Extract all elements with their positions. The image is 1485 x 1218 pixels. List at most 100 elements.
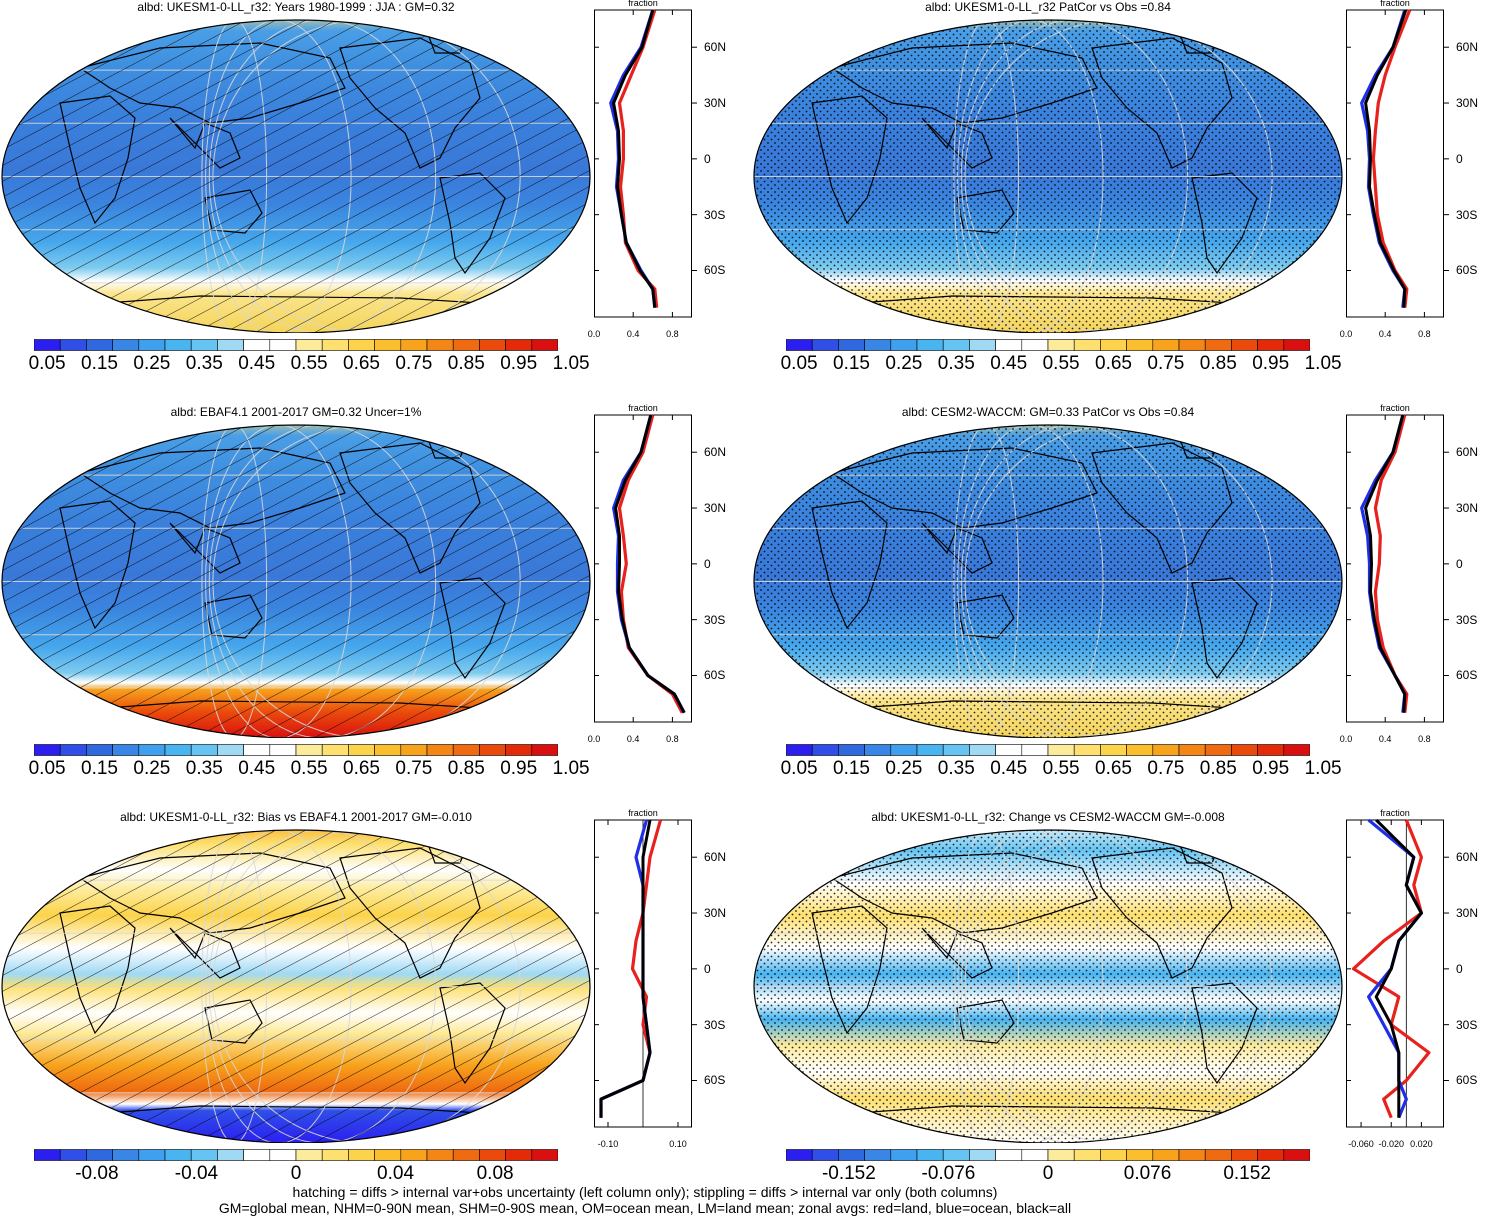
colorbar-swatch <box>995 744 1023 756</box>
panel-p2: albd: UKESM1-0-LL_r32 PatCor vs Obs =0.8… <box>752 0 1485 395</box>
colorbar-swatch <box>811 1149 839 1161</box>
lat-label: 30S <box>704 207 726 222</box>
lat-label: 30N <box>1456 906 1479 921</box>
colorbar-swatch <box>321 1149 349 1161</box>
zonal-mean-plot: fraction <box>1346 403 1449 723</box>
zonal-frame <box>594 414 692 723</box>
colorbar-label: 0.076 <box>1123 1163 1172 1184</box>
zonal-line-ocean <box>1360 414 1407 713</box>
colorbar-swatch <box>164 339 192 351</box>
colorbar-label: 0.75 <box>395 758 433 779</box>
colorbar-label: 0.05 <box>28 758 66 779</box>
lat-label: 60S <box>704 668 726 683</box>
colorbar-swatch <box>426 1149 454 1161</box>
colorbar-swatch <box>1021 339 1049 351</box>
colorbar-label: 0.35 <box>937 353 975 374</box>
colorbar-swatch <box>1126 339 1154 351</box>
colorbar <box>34 744 558 756</box>
panel-title: albd: EBAF4.1 2001-2017 GM=0.32 Uncer=1% <box>170 405 422 419</box>
colorbar-label: 0.85 <box>447 353 485 374</box>
colorbar-swatch <box>1152 1149 1180 1161</box>
zonal-frame <box>1346 414 1444 723</box>
zonal-x-tick-label: 0.0 <box>1339 734 1353 744</box>
colorbar-swatch <box>400 744 428 756</box>
zonal-header: fraction <box>1380 0 1410 8</box>
zonal-x-tick-label: 0.8 <box>1418 734 1431 744</box>
colorbar-swatch <box>479 744 506 756</box>
zonal-header: fraction <box>628 0 658 8</box>
colorbar-swatch <box>890 339 918 351</box>
lat-label: 60S <box>1456 263 1478 278</box>
colorbar-label: 0.55 <box>290 353 328 374</box>
colorbar-label: 0.45 <box>990 353 1028 374</box>
zonal-line-ocean <box>1360 9 1407 308</box>
panel-title: albd: UKESM1-0-LL_r32: Years 1980-1999 :… <box>137 0 455 14</box>
colorbar-swatch <box>811 339 839 351</box>
zonal-x-ticks: 0.0 0.4 0.8 <box>588 329 692 341</box>
world-map <box>1 19 591 333</box>
colorbar-label: 0.85 <box>1199 353 1237 374</box>
zonal-mean-plot: fraction <box>594 0 697 318</box>
colorbar-swatch <box>348 1149 375 1161</box>
lat-label: 60N <box>1456 40 1479 55</box>
panel-p1: albd: UKESM1-0-LL_r32: Years 1980-1999 :… <box>0 0 735 395</box>
zonal-x-tick-label: 0.10 <box>669 1139 687 1149</box>
colorbar-swatch <box>479 1149 506 1161</box>
colorbar-label: 0.55 <box>290 758 328 779</box>
colorbar-label: 0.45 <box>238 353 276 374</box>
zonal-line-all <box>614 414 686 714</box>
colorbar-swatch <box>112 1149 140 1161</box>
colorbar-swatch <box>1257 744 1285 756</box>
zonal-frame <box>1346 819 1444 1128</box>
colorbar-swatch <box>1257 1149 1285 1161</box>
colorbar-swatch <box>34 339 61 351</box>
colorbar-labels: 0.05 0.15 0.25 0.35 0.45 0.55 0.65 0.75 0.85 0.95… <box>29 758 590 780</box>
colorbar-swatch <box>1047 339 1075 351</box>
colorbar-swatch <box>138 744 166 756</box>
colorbar-swatch <box>838 339 865 351</box>
colorbar-swatch <box>426 744 454 756</box>
panel-p4: albd: CESM2-WACCM: GM=0.33 PatCor vs Obs… <box>752 403 1485 800</box>
colorbar-label: 0.65 <box>343 353 380 374</box>
colorbar-label: 0.75 <box>1147 353 1185 374</box>
panel-p3: albd: EBAF4.1 2001-2017 GM=0.32 Uncer=1%… <box>0 403 735 800</box>
colorbar-swatch <box>138 1149 166 1161</box>
colorbar-swatch <box>864 1149 892 1161</box>
colorbar-swatch <box>995 339 1023 351</box>
panel-title: albd: UKESM1-0-LL_r32 PatCor vs Obs =0.8… <box>925 0 1171 14</box>
colorbar-swatch <box>1204 744 1232 756</box>
colorbar-swatch <box>452 744 480 756</box>
zonal-x-tick-label: 0.4 <box>626 734 640 744</box>
lat-label: 30S <box>1456 612 1478 627</box>
lat-label: 60N <box>1456 445 1479 460</box>
colorbar-swatch <box>1257 339 1285 351</box>
zonal-x-tick-label: 0.4 <box>1378 329 1392 339</box>
colorbar-swatch <box>811 744 839 756</box>
colorbar-swatch <box>400 1149 428 1161</box>
colorbar-swatch <box>138 339 166 351</box>
colorbar <box>786 339 1310 351</box>
colorbar-swatch <box>321 339 349 351</box>
zonal-x-ticks: -0.10 0.10 <box>594 1139 692 1151</box>
colorbar-swatch <box>995 1149 1023 1161</box>
colorbar-labels: -0.08 -0.04 0 0.04 0.08 <box>34 1163 558 1185</box>
colorbar-swatch <box>269 744 297 756</box>
colorbar-label: 0.35 <box>937 758 975 779</box>
zonal-line-land <box>1351 819 1431 1119</box>
colorbar-swatch <box>164 744 192 756</box>
lat-label: 30N <box>704 906 727 921</box>
colorbar-swatch <box>295 339 323 351</box>
colorbar-label: 0.95 <box>500 353 538 374</box>
zonal-line-ocean <box>612 414 686 714</box>
colorbar-labels: -0.152 -0.076 0 0.076 0.152 <box>786 1163 1310 1185</box>
lat-label: 30N <box>1456 501 1479 516</box>
zonal-x-tick-label: 0.020 <box>1410 1139 1433 1149</box>
zonal-x-tick-label: 0.8 <box>1418 329 1431 339</box>
colorbar-swatch <box>1021 744 1049 756</box>
colorbar-swatch <box>217 1149 244 1161</box>
colorbar-swatch <box>59 1149 87 1161</box>
lat-label: 60N <box>704 40 727 55</box>
colorbar-labels: 0.05 0.15 0.25 0.35 0.45 0.55 0.65 0.75 0.85 0.95… <box>29 353 590 375</box>
colorbar-swatch <box>1073 1149 1101 1161</box>
colorbar-label: 0.65 <box>1095 353 1132 374</box>
